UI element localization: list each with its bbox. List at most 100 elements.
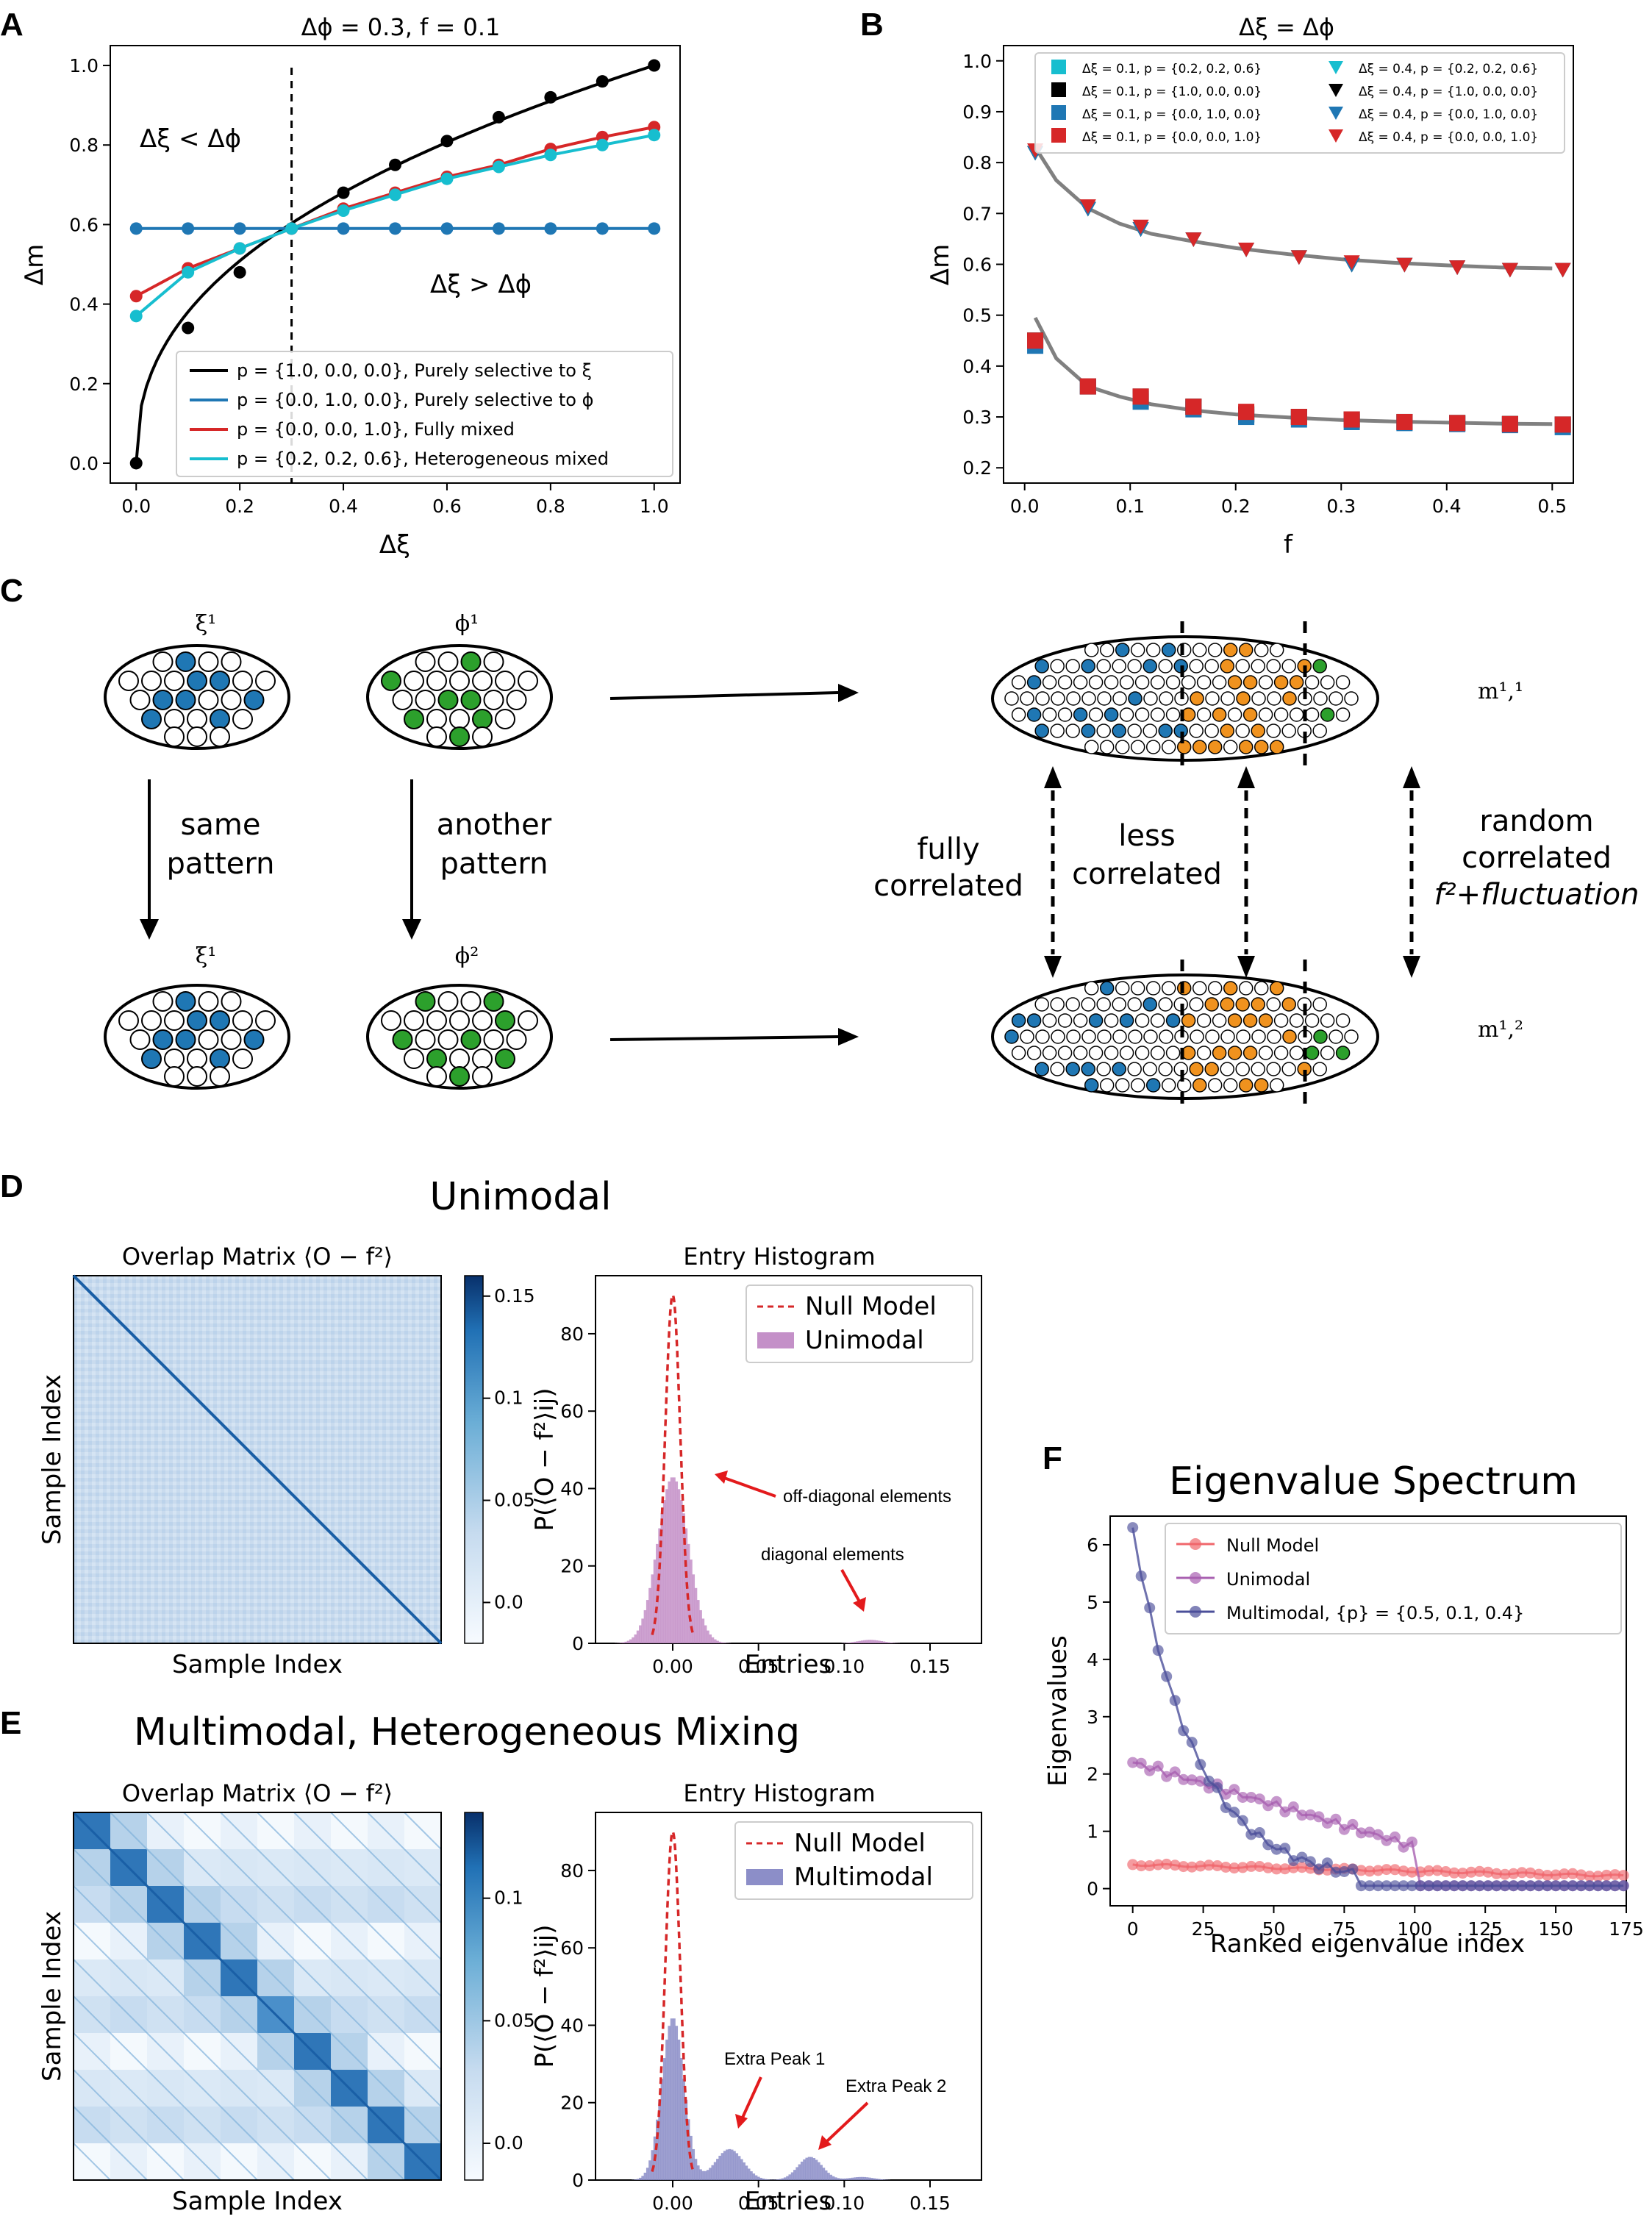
m11-neuron-1 [1099,643,1115,657]
hist-e-bar-57 [733,2151,736,2180]
chart-f-point-2-52 [1567,1880,1578,1892]
chart-f-point-1-7 [1186,1774,1198,1786]
hist-d-ytick-label-1: 20 [560,1556,584,1577]
chart-f-point-2-31 [1389,1880,1401,1892]
hist-e-bar-27 [660,2079,664,2180]
chart-f-point-0-44 [1499,1868,1511,1880]
chart-f-point-0-33 [1406,1866,1417,1878]
chart-b-ytick-label-8: 1.0 [962,51,992,72]
m11-neuron-112 [1235,724,1250,738]
chart-f-point-2-8 [1195,1759,1206,1771]
hist-d-bar-107 [854,1641,857,1643]
phi2-neuron-21 [495,1048,515,1069]
hist-d-ytick-label-2: 40 [560,1478,584,1499]
phi1-neuron-18 [426,709,447,729]
m11-neuron-37 [1088,675,1104,690]
chart-f-point-2-13 [1237,1815,1248,1826]
xi1-neuron-7 [210,671,230,691]
m11-neuron-110 [1204,724,1219,738]
m12-neuron-27 [1251,997,1265,1012]
overlap-d-xlabel: Sample Index [172,1650,343,1679]
chart-f-point-2-47 [1525,1880,1537,1892]
m11-neuron-9 [1223,643,1238,657]
phi1-neuron-12 [415,690,436,710]
m12-neuron-36 [1073,1013,1088,1028]
hist-e-bar-115 [873,2178,876,2180]
hist-d-bar-47 [709,1634,712,1643]
hist-d-bar-13 [626,1640,630,1643]
phi2-neuron-11 [392,1029,413,1050]
overlap-d-ylabel: Sample Index [37,1374,67,1545]
m12-neuron-75 [1329,1029,1343,1044]
chart-f-point-2-44 [1499,1880,1511,1892]
panel-label-e: E [0,1705,21,1741]
m12-neuron-57 [1051,1029,1065,1044]
m12-neuron-21 [1158,997,1173,1012]
m11-neuron-80 [1057,707,1073,722]
xi1b-neuron-7 [210,1010,230,1031]
chart-f-point-1-13 [1237,1792,1248,1803]
phi2-neuron-23 [449,1066,470,1087]
hist-d-bar-45 [704,1625,707,1643]
m11-neuron-76 [1344,691,1359,706]
hist-e-bar-103 [843,2178,847,2180]
m11-neuron-28 [1266,659,1281,674]
chart-f-point-2-2 [1144,1602,1156,1614]
phi1-neuron-7 [472,671,493,691]
colorbar-d-tick-label-2: 0.05 [494,1490,535,1511]
m12-neuron-40 [1134,1013,1150,1028]
hist-e-bar-82 [793,2170,796,2180]
chart-a-xtick-label-4: 0.8 [536,496,565,517]
annotation-xi-less-phi: Δξ < Δϕ [140,124,241,154]
xi1b-neuron-23 [187,1066,207,1087]
hist-e-bar-31 [670,2018,673,2180]
hist-e-bar-49 [713,2162,717,2180]
colorbar-e-tick-label-1: 0.05 [494,2009,535,2031]
m12-neuron-92 [1242,1046,1258,1060]
chart-f-point-2-42 [1482,1880,1494,1892]
phi2-neuron-16 [506,1029,527,1050]
m12-neuron-109 [1189,1062,1204,1076]
hist-e-bar-46 [706,2170,709,2180]
hist-e-ytick-label-0: 0 [572,2170,584,2191]
chart-f-point-1-12 [1229,1784,1240,1796]
chart-b-xtick-label-5: 0.5 [1537,496,1567,517]
chart-b-ytick-label-3: 0.5 [962,305,992,326]
xi1-neuron-19 [187,709,207,729]
hist-e-bar-29 [665,2040,668,2180]
m12-neuron-80 [1057,1046,1073,1060]
hist-e-xtick-label-2: 0.10 [823,2193,865,2214]
hist-e-bar-107 [854,2177,857,2180]
chart-b-point-3-3 [1185,399,1202,415]
phi2-neuron-20 [472,1048,493,1069]
chart-f-xtick-label-3: 75 [1332,1918,1356,1940]
hist-d-bar-44 [701,1618,705,1643]
chart-f-point-0-41 [1474,1865,1485,1877]
chart-f-point-1-22 [1313,1811,1325,1823]
phi2-neuron-1 [437,991,459,1012]
m11-neuron-47 [1242,675,1258,690]
chart-a-xtick-label-0: 0.0 [121,496,151,517]
chart-f-point-2-22 [1313,1863,1325,1875]
xi1-neuron-2 [198,651,219,672]
m12-neuron-105 [1127,1062,1142,1076]
xi1-neuron-14 [198,690,219,710]
m11-neuron-63 [1143,691,1158,706]
m11-neuron-79 [1042,707,1057,722]
m11-neuron-83 [1104,707,1119,722]
hist-d-bar-39 [689,1559,693,1643]
phi2-neuron-24 [472,1066,493,1087]
m12-neuron-38 [1104,1013,1119,1028]
hist-e-bar-20 [643,2172,647,2180]
hist-e-bar-105 [848,2178,852,2180]
m11-neuron-20 [1143,659,1157,674]
chart-f-point-0-45 [1508,1868,1520,1879]
hist-d-bar-28 [662,1500,666,1643]
chart-f-ytick-label-1: 1 [1087,1821,1098,1843]
m12-neuron-41 [1150,1013,1165,1028]
phi1-neuron-16 [506,690,527,710]
xi1b-neuron-14 [198,1029,219,1050]
chart-a-point-0-0 [129,457,143,470]
legend-entry-f-2: Multimodal, {p} = {0.5, 0.1, 0.4} [1226,1603,1524,1623]
chart-a-point-3-8 [544,149,557,162]
